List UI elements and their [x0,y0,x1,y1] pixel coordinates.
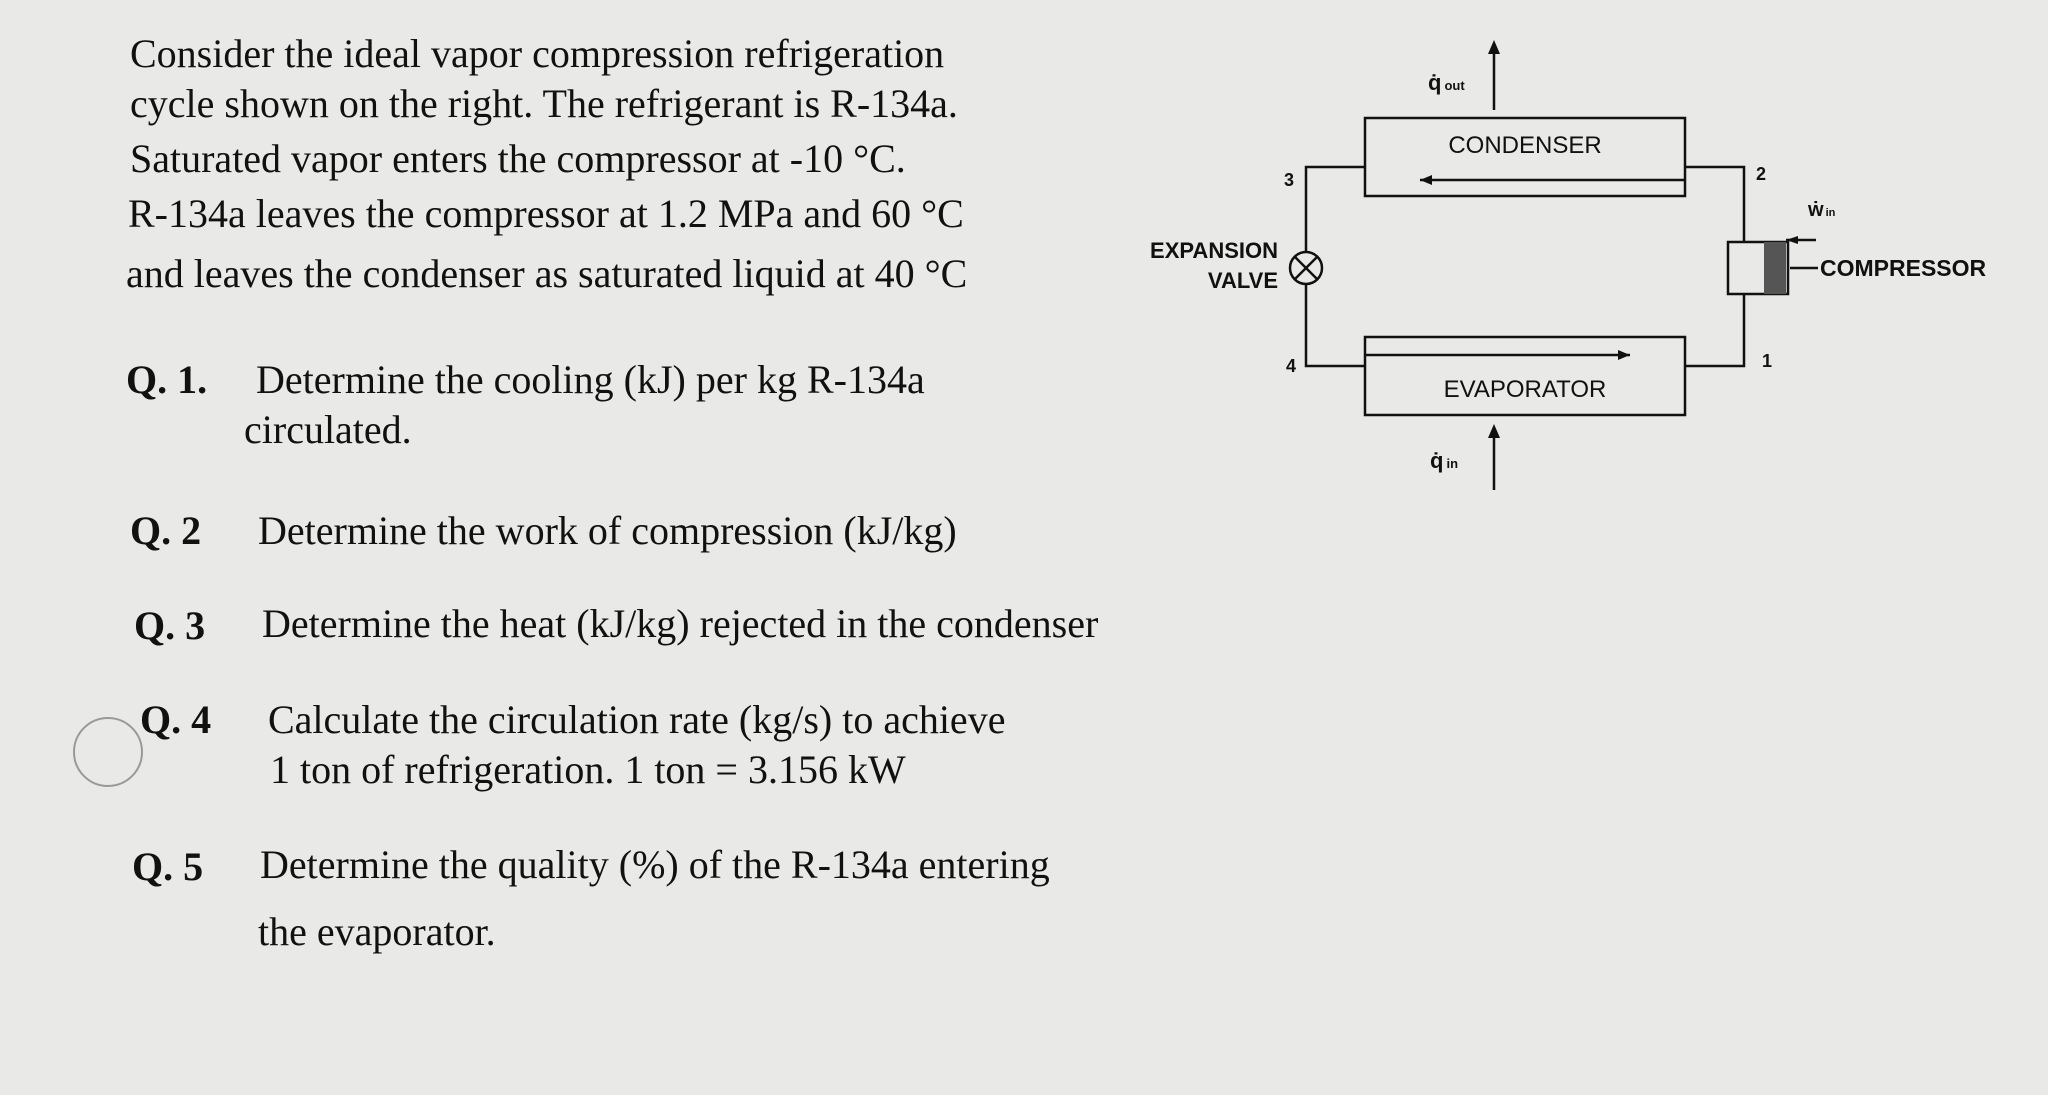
question-text: Determine the cooling (kJ) per kg R-134a [256,357,925,402]
punch-hole [73,717,143,787]
arrowhead [1488,424,1500,438]
question-label: Q. 2 [130,508,202,553]
question-text: the evaporator. [258,909,496,954]
valve-label: EXPANSION [1150,238,1278,263]
question-label: Q. 1. [126,357,208,402]
intro-line: Consider the ideal vapor compression ref… [130,31,945,76]
compressor-label: COMPRESSOR [1820,255,1987,281]
condenser-label: CONDENSER [1448,132,1601,159]
condenser-box [1363,116,1687,198]
evaporator-label: EVAPORATOR [1444,376,1607,403]
intro-line: R-134a leaves the compressor at 1.2 MPa … [128,191,964,236]
valve-label: VALVE [1208,268,1278,293]
intro-line: Saturated vapor enters the compressor at… [130,136,906,181]
state-label: 1 [1762,351,1772,371]
subscript: in [1826,207,1836,219]
pipe [1685,294,1746,368]
question-label: Q. 4 [140,697,212,742]
arrowhead [1488,40,1500,54]
pipe [1304,284,1365,368]
arrowhead [1420,175,1432,185]
expansion-valve [1288,250,1324,286]
state-label: 3 [1284,170,1294,190]
question-text: Determine the heat (kJ/kg) rejected in t… [262,601,1099,646]
symbol: q̇ [1428,70,1441,95]
question-text: Determine the quality (%) of the R-134a … [260,842,1050,887]
pipe [1685,165,1746,242]
valve-cross [1294,256,1318,280]
question-text: Calculate the circulation rate (kg/s) to… [268,697,1006,742]
question-text: 1 ton of refrigeration. 1 ton = 3.156 kW [270,747,906,792]
intro-line: cycle shown on the right. The refrigeran… [130,81,958,126]
evaporator-box [1363,335,1687,417]
symbol: ẇ [1807,199,1824,221]
compressor-shading [1764,242,1786,294]
question-text: circulated. [244,407,412,452]
intro-line: and leaves the condenser as saturated li… [126,251,968,296]
arrowhead [1786,236,1798,244]
question-label: Q. 3 [134,603,206,648]
symbol: q̇ [1430,448,1443,473]
subscript: in [1446,456,1458,471]
state-label: 2 [1756,164,1766,184]
pipe [1304,165,1365,252]
question-label: Q. 5 [132,844,204,889]
compressor-box [1726,240,1790,296]
state-label: 4 [1286,356,1296,376]
heat-in-label: q̇ in [1430,448,1458,473]
subscript: out [1444,78,1465,93]
arrowhead [1618,350,1630,360]
question-text: Determine the work of compression (kJ/kg… [258,508,957,553]
heat-out-label: q̇ out [1428,70,1465,95]
work-label: ẇ in [1807,199,1836,221]
